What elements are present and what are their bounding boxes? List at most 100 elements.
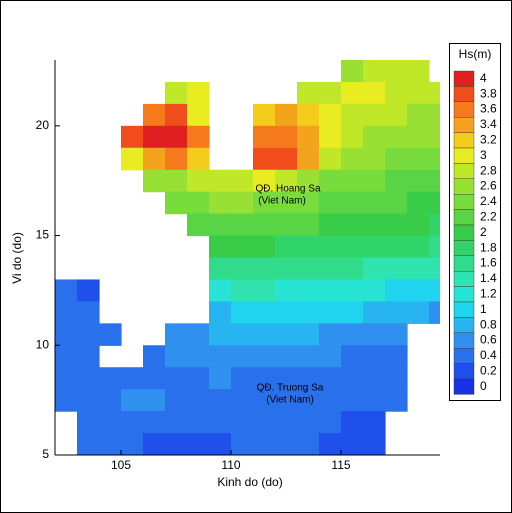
cell [429,81,440,105]
cell [319,125,342,149]
y-tick-label: 20 [36,118,50,132]
cell [363,433,386,455]
cell [275,235,298,259]
cell [319,433,342,455]
cell [121,433,144,455]
x-tick-label: 115 [331,458,350,472]
cell [165,367,188,390]
cell [209,411,232,434]
cell [363,257,386,281]
cell [253,103,276,127]
annotation: QĐ. Truong Sa [257,383,324,394]
cell [429,147,440,171]
cell [187,323,210,346]
cell [385,257,408,281]
annotation: (Viet Nam) [258,196,306,207]
cell [341,257,364,281]
cell [275,279,298,302]
cell [231,257,254,281]
cell [275,257,298,281]
cell [187,345,210,368]
cell [209,389,232,412]
cell [55,367,78,390]
cell [363,81,386,105]
colorbar-label: 0.4 [480,348,497,362]
cell [363,147,386,171]
cell [297,367,320,390]
colorbar-swatch [453,116,475,133]
cell [143,345,166,368]
cell [231,301,254,324]
cell [297,257,320,281]
cell [297,433,320,455]
annotation: (Viet Nam) [266,395,314,406]
cell [231,411,254,434]
cell [319,257,342,281]
cell [253,345,276,368]
colorbar-swatch [453,86,475,103]
cell [275,345,298,368]
cell [143,147,166,171]
cell [253,323,276,346]
cell [275,191,298,215]
cell [187,191,210,215]
x-axis-label: Kinh do (do) [217,475,282,489]
cell [253,235,276,259]
cell [297,81,320,105]
colorbar-label: 2.8 [480,163,497,177]
colorbar-swatch [453,70,475,87]
cell [429,235,440,259]
cell [187,147,210,171]
colorbar-swatch [453,363,475,380]
cell [407,257,430,281]
y-tick-label: 5 [42,447,49,461]
colorbar-swatch [453,271,475,287]
y-tick-label: 15 [36,228,50,242]
cell [341,389,364,412]
cell [231,235,254,259]
cell [231,389,254,412]
cell [187,81,210,105]
cell [341,433,364,455]
cell [209,367,232,390]
cell [253,411,276,434]
colorbar-swatch [453,132,475,149]
cell [319,411,342,434]
cell [121,411,144,434]
cell [341,279,364,302]
cell [275,323,298,346]
cell [209,169,232,193]
cell [209,213,232,237]
cell [77,389,100,412]
cell [99,433,122,455]
cell [253,279,276,302]
cell [253,389,276,412]
cell [341,125,364,149]
cell [385,323,408,346]
cell [297,125,320,149]
cell [319,279,342,302]
cell [165,81,188,105]
cell [209,301,232,324]
cell [407,125,430,149]
cell [407,235,430,259]
cell [231,279,254,302]
cell [429,125,440,149]
cell [253,169,276,193]
cell [121,367,144,390]
colorbar-label: 1.8 [480,240,497,254]
cell [55,279,78,302]
colorbar-swatch [453,178,475,195]
cell [231,323,254,346]
cell [341,345,364,368]
cell [143,433,166,455]
cell [275,169,298,193]
cell [297,235,320,259]
colorbar-label: 0.6 [480,333,497,347]
colorbar-label: 1.4 [480,271,497,285]
cell [55,301,78,324]
cell [165,323,188,346]
cell [385,279,408,302]
cell [429,279,440,302]
